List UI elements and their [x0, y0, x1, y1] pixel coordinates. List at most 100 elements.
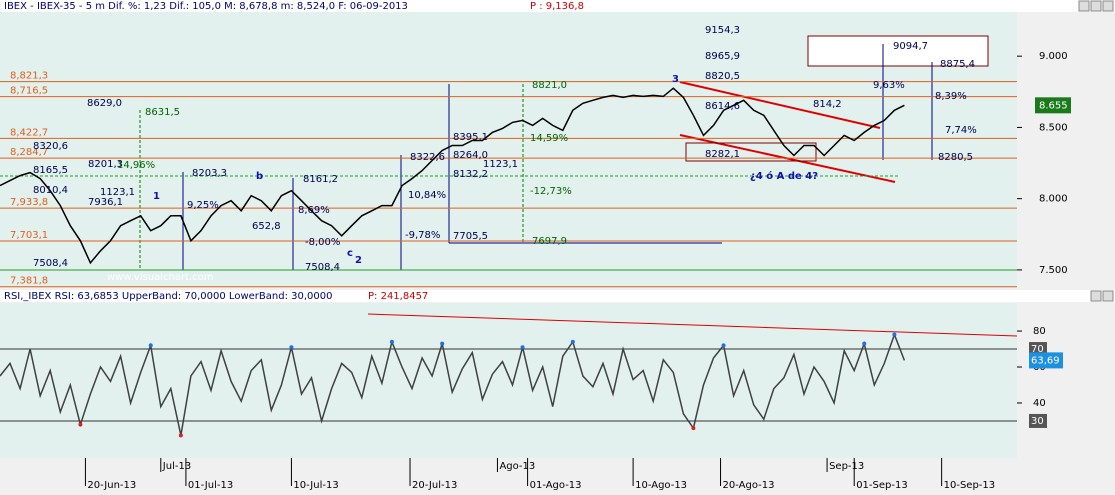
band-box [1029, 413, 1047, 428]
x-tick-label: 01-Jul-13 [188, 480, 233, 491]
annotation: 9154,3 [705, 25, 740, 36]
annotation: 8,69% [298, 205, 330, 216]
annotation: 8965,9 [705, 51, 740, 62]
annotation: ¿4 ó A de 4? [750, 170, 818, 182]
rsi-extreme [178, 433, 183, 438]
button[interactable] [1102, 290, 1114, 302]
level-label: 7,933,8 [10, 197, 48, 208]
x-tick-label: 20-Jun-13 [87, 480, 136, 491]
band-label: 30 [1031, 416, 1044, 427]
rsi-extreme [440, 341, 445, 346]
annotation: 1123,1 [483, 159, 518, 170]
annotation: 8132,2 [453, 169, 488, 180]
annotation: 8264,0 [453, 150, 488, 161]
annotation: 7508,4 [33, 258, 68, 269]
annotation: 2 [355, 255, 362, 266]
annotation: 8322,6 [410, 152, 445, 163]
annotation: 8,39% [935, 91, 967, 102]
annotation: 8631,5 [145, 107, 180, 118]
annotation: 7936,1 [88, 197, 123, 208]
annotation: 814,2 [813, 99, 842, 110]
rsi-extreme [289, 345, 294, 350]
rsi-subtitle: P: 241,8457 [368, 291, 428, 302]
rsi-extreme [691, 426, 696, 431]
annotation: 10,84% [408, 190, 446, 201]
annotation: 8614,6 [705, 101, 740, 112]
level-label: 8,284,7 [10, 147, 48, 158]
rsi-extreme [892, 332, 897, 337]
rsi-title: RSI,_IBEX RSI: 63,6853 UpperBand: 70,000… [4, 291, 332, 302]
annotation: 9,25% [187, 200, 219, 211]
last-value-box [1029, 352, 1063, 369]
annotation: 8201,3 [88, 159, 123, 170]
x-tick-label: Jul-13 [162, 461, 191, 472]
annotation: 8629,0 [87, 98, 122, 109]
annotation: -12,73% [530, 186, 572, 197]
last-value-label: 63,69 [1031, 355, 1060, 366]
rsi-extreme [862, 341, 867, 346]
drawings [0, 35, 1018, 337]
trend-line [679, 81, 881, 129]
target-box [807, 35, 989, 67]
x-tick-label: 01-Ago-13 [530, 480, 582, 491]
annotation: www.visualchart.com [107, 272, 213, 283]
annotation: 7508,4 [305, 262, 340, 273]
annotation: 1123,1 [100, 187, 135, 198]
annotation: -8,00% [305, 237, 340, 248]
annotation: 14,59% [530, 133, 568, 144]
level-label: 7,703,1 [10, 230, 48, 241]
annotation: 3 [672, 74, 679, 85]
annotation: 8010,4 [33, 185, 68, 196]
x-tick-label: Ago-13 [499, 461, 535, 472]
annotation: 7697,9 [532, 236, 567, 247]
band-label: 70 [1031, 344, 1044, 355]
annotation: c [347, 248, 353, 259]
annotation: 8161,2 [303, 174, 338, 185]
rsi-header [0, 290, 1115, 302]
annotation: 8165,5 [33, 165, 68, 176]
rsi-extreme [148, 343, 153, 348]
x-tick-label: 01-Sep-13 [856, 480, 908, 491]
annotation: 652,8 [252, 221, 281, 232]
price-subtitle: P : 9,136,8 [530, 1, 584, 12]
annotation: b [256, 171, 263, 182]
x-tick-label: 10-Ago-13 [635, 480, 687, 491]
rsi-extreme [78, 422, 83, 427]
rsi-trend-line [367, 313, 1018, 337]
series-line [0, 87, 905, 265]
annotation: 1 [153, 191, 160, 202]
annotation: 9,63% [873, 80, 905, 91]
price-title: IBEX - IBEX-35 - 5 m Dif. %: 1,23 Dif.: … [4, 1, 408, 12]
annotation: 7,74% [945, 125, 977, 136]
y-tick-label: 9.000 [1039, 51, 1068, 62]
x-tick-label: 10-Sep-13 [944, 480, 996, 491]
rsi-extreme [570, 339, 575, 344]
range-box [685, 142, 817, 162]
rsi-extreme [520, 345, 525, 350]
level-label: 8,422,7 [10, 127, 48, 138]
button[interactable] [1078, 0, 1090, 12]
annotation: 7705,5 [453, 231, 488, 242]
annotation: 8320,6 [33, 141, 68, 152]
annotation: -9,78% [405, 230, 440, 241]
rsi-extreme [389, 339, 394, 344]
y-tick-label: 80 [1033, 326, 1046, 337]
button[interactable] [1090, 0, 1102, 12]
level-label: 7,381,8 [10, 276, 48, 287]
rsi-panel [0, 303, 1017, 458]
last-value-box [1035, 97, 1071, 114]
annotation: 8282,1 [705, 149, 740, 160]
rsi-extreme [721, 343, 726, 348]
button[interactable] [1102, 0, 1114, 12]
annotation: 8280,5 [938, 152, 973, 163]
price-header [0, 0, 1115, 12]
annotation: 9094,7 [893, 41, 928, 52]
last-value-label: 8.655 [1039, 100, 1068, 111]
x-tick-label: 10-Jul-13 [293, 480, 338, 491]
annotation: 8820,5 [705, 71, 740, 82]
y-tick-label: 7.500 [1039, 265, 1068, 276]
button[interactable] [1090, 290, 1102, 302]
level-label: 8,716,5 [10, 86, 48, 97]
y-tick-label: 8.000 [1039, 194, 1068, 205]
